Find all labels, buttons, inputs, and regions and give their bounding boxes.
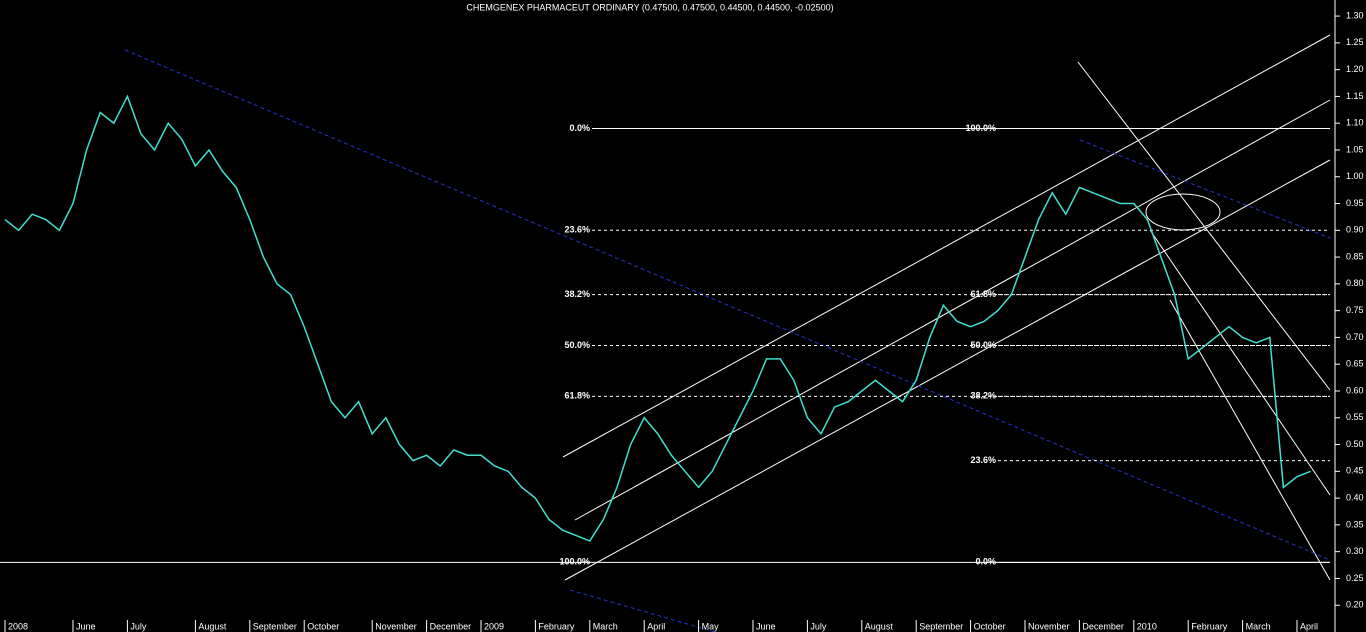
x-tick-label: August (198, 621, 227, 631)
x-tick-label: February (538, 621, 575, 631)
x-tick-label: April (1300, 621, 1318, 631)
y-tick-label: 0.30 (1346, 546, 1364, 556)
y-tick-label: 0.90 (1346, 225, 1364, 235)
x-tick-label: October (974, 621, 1006, 631)
fib-label: 50.0% (564, 340, 590, 350)
y-tick-label: 1.25 (1346, 37, 1364, 47)
x-tick-label: October (307, 621, 339, 631)
y-tick-label: 1.15 (1346, 91, 1364, 101)
fib-label: 50.0% (970, 340, 996, 350)
channel-line (1169, 299, 1331, 581)
x-tick-label: June (756, 621, 776, 631)
y-tick-label: 0.95 (1346, 198, 1364, 208)
y-tick-label: 1.30 (1346, 10, 1364, 20)
fib-label: 100.0% (559, 557, 590, 567)
x-tick-label: July (810, 621, 827, 631)
x-tick-label: November (1028, 621, 1070, 631)
y-tick-label: 0.65 (1346, 359, 1364, 369)
dashed-line (124, 49, 1331, 561)
fib-label: 0.0% (569, 123, 590, 133)
y-tick-label: 0.85 (1346, 251, 1364, 261)
fib-label: 38.2% (564, 289, 590, 299)
y-tick-label: 0.45 (1346, 466, 1364, 476)
price-line (4, 94, 1311, 542)
fib-label: 61.8% (970, 289, 996, 299)
y-tick-label: 0.70 (1346, 332, 1364, 342)
y-tick-label: 0.80 (1346, 278, 1364, 288)
channel-line (574, 99, 1331, 521)
x-tick-label: 2008 (8, 621, 28, 631)
y-tick-label: 0.20 (1346, 600, 1364, 610)
y-tick-label: 1.00 (1346, 171, 1364, 181)
x-tick-label: April (647, 621, 665, 631)
x-tick-label: June (76, 621, 96, 631)
fib-label: 23.6% (564, 225, 590, 235)
fib-label: 100.0% (965, 123, 996, 133)
x-tick-label: May (702, 621, 720, 631)
x-tick-label: December (1082, 621, 1124, 631)
x-tick-label: July (130, 621, 147, 631)
fib-label: 0.0% (975, 557, 996, 567)
fib-label: 23.6% (970, 455, 996, 465)
y-tick-label: 0.55 (1346, 412, 1364, 422)
x-tick-label: 2009 (484, 621, 504, 631)
channel-line (1077, 61, 1331, 391)
fib-label: 38.2% (970, 391, 996, 401)
channel-line (562, 34, 1331, 458)
y-tick-label: 1.05 (1346, 144, 1364, 154)
fib-label: 61.8% (564, 391, 590, 401)
x-tick-label: March (593, 621, 618, 631)
blue-lines (124, 49, 1331, 632)
x-tick-label: March (1246, 621, 1271, 631)
y-tick-label: 0.25 (1346, 573, 1364, 583)
y-tick-label: 0.50 (1346, 439, 1364, 449)
x-tick-label: 2010 (1137, 621, 1157, 631)
y-tick-label: 0.75 (1346, 305, 1364, 315)
dashed-line (1079, 139, 1331, 239)
chart-title: CHEMGENEX PHARMACEUT ORDINARY (0.47500, … (466, 2, 833, 12)
channel-line (564, 159, 1331, 581)
y-tick-label: 0.35 (1346, 519, 1364, 529)
x-tick-label: February (1191, 621, 1228, 631)
y-tick-label: 1.10 (1346, 118, 1364, 128)
x-tick-label: December (430, 621, 472, 631)
y-tick-label: 0.60 (1346, 385, 1364, 395)
channel-line (1149, 229, 1331, 496)
x-tick-label: August (865, 621, 894, 631)
y-tick-label: 1.20 (1346, 64, 1364, 74)
y-tick-label: 0.40 (1346, 492, 1364, 502)
trend-lines (562, 34, 1331, 581)
x-tick-label: September (919, 621, 963, 631)
x-tick-label: November (375, 621, 417, 631)
x-tick-label: September (253, 621, 297, 631)
